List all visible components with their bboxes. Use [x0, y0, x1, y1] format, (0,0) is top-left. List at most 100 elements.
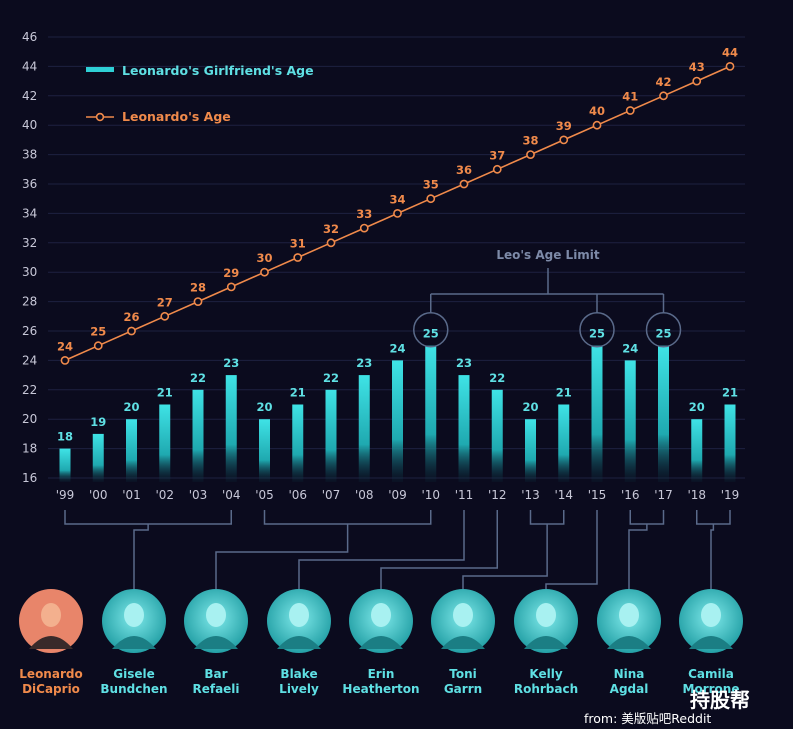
- avatar-shoulders: [689, 636, 733, 649]
- bar: [259, 419, 270, 482]
- bar: [658, 345, 669, 482]
- limit-ring: [579, 311, 615, 348]
- point-data-label: 32: [323, 222, 339, 236]
- bar-data-label: 25: [589, 327, 605, 341]
- x-tick-label: '14: [554, 488, 573, 502]
- point-data-label: 36: [456, 163, 472, 177]
- line-series: 24 25 26 27 28 29 30 31 32 33 34 35 36 37 38 39 40 41 42 43…: [57, 45, 738, 365]
- line-point: [193, 297, 203, 306]
- line-point: [459, 179, 469, 189]
- point-data-label: 27: [157, 295, 173, 309]
- x-tick-label: '17: [654, 488, 673, 502]
- point-data-label: 42: [655, 75, 671, 89]
- y-tick-label: 40: [22, 118, 37, 132]
- line-point: [659, 91, 668, 101]
- bar: [691, 419, 703, 482]
- line-point: [725, 62, 735, 71]
- people-row: LeonardoDiCaprioGiseleBundchenBarRefaeli…: [19, 589, 743, 696]
- bar: [591, 345, 603, 482]
- avatar-shoulders: [607, 636, 651, 649]
- person-last-name: Rohrbach: [514, 682, 578, 696]
- point-data-label: 24: [57, 339, 73, 353]
- year-group-bracket: [696, 510, 731, 525]
- line-point: [592, 120, 602, 130]
- bar-data-label: 22: [190, 371, 206, 385]
- line-point: [260, 267, 269, 277]
- x-tick-label: '15: [588, 488, 607, 502]
- avatar-shoulders: [524, 636, 568, 649]
- person-connector: [298, 524, 465, 590]
- bar-data-label: 21: [290, 386, 306, 400]
- person-last-name: Morrone: [683, 682, 740, 696]
- x-tick-label: '19: [721, 488, 740, 502]
- avatar-shoulders: [112, 636, 156, 649]
- legend-swatch-bar: [86, 67, 114, 72]
- bar: [225, 375, 237, 482]
- x-tick-label: '11: [455, 488, 474, 502]
- point-data-label: 35: [423, 178, 439, 192]
- line-point: [326, 238, 336, 248]
- person-last-name: Heatherton: [342, 682, 419, 696]
- person-first-name: Leonardo: [19, 667, 82, 681]
- line-point: [692, 76, 702, 86]
- bar: [92, 433, 104, 482]
- bar-data-label: 25: [423, 327, 439, 341]
- y-tick-label: 44: [22, 59, 37, 73]
- bar: [325, 389, 337, 482]
- avatar-shoulders: [277, 636, 321, 649]
- bar: [292, 404, 304, 482]
- avatar-head: [701, 603, 721, 627]
- bar-data-label: 24: [389, 341, 405, 355]
- person-first-name: Kelly: [529, 667, 562, 681]
- source-caption: from: 美版贴吧Reddit: [584, 711, 712, 726]
- person-first-name: Gisele: [113, 667, 155, 681]
- avatar-head: [453, 603, 473, 627]
- legend-swatch-point: [95, 112, 105, 122]
- line-point: [393, 208, 402, 218]
- avatar-shoulders: [359, 636, 403, 649]
- person-first-name: Bar: [204, 667, 227, 681]
- x-tick-label: '01: [122, 488, 141, 502]
- brand-watermark: 持股帮: [690, 688, 750, 712]
- person-last-name: Lively: [279, 682, 319, 696]
- person-first-name: Blake: [280, 667, 317, 681]
- person-connector: [380, 524, 498, 590]
- avatar-head: [619, 603, 639, 627]
- limit-ring: [413, 311, 449, 348]
- point-data-label: 37: [489, 148, 505, 162]
- bar-data-label: 21: [157, 386, 173, 400]
- avatar-head: [41, 603, 61, 627]
- y-tick-label: 32: [22, 236, 37, 250]
- avatar-head: [371, 603, 391, 627]
- bar: [624, 360, 636, 482]
- y-tick-label: 36: [22, 177, 37, 191]
- bar-data-label: 22: [323, 371, 339, 385]
- avatar-shoulders: [441, 636, 485, 649]
- bar-data-label: 21: [556, 386, 572, 400]
- y-tick-label: 18: [22, 442, 37, 456]
- point-data-label: 29: [223, 266, 239, 280]
- bar-data-label: 23: [223, 356, 239, 370]
- y-tick-label: 34: [22, 206, 37, 220]
- connectors: [64, 510, 731, 590]
- x-tick-label: '00: [89, 488, 108, 502]
- x-tick-label: '07: [322, 488, 341, 502]
- avatar-shoulders: [194, 636, 238, 649]
- point-data-label: 30: [256, 251, 272, 265]
- x-tick-label: '03: [189, 488, 208, 502]
- point-data-label: 38: [522, 134, 538, 148]
- y-axis: 16 18 20 22 24 26 28 30 32 34 36 38 40 42 44 46: [22, 30, 37, 485]
- bar: [192, 389, 204, 482]
- bar: [358, 375, 370, 482]
- person-last-name: Agdal: [610, 682, 649, 696]
- point-data-label: 40: [589, 104, 605, 118]
- line-point: [492, 164, 502, 174]
- limit-label: Leo's Age Limit: [496, 248, 600, 262]
- x-tick-label: '04: [222, 488, 241, 502]
- bar-data-label: 20: [123, 400, 139, 414]
